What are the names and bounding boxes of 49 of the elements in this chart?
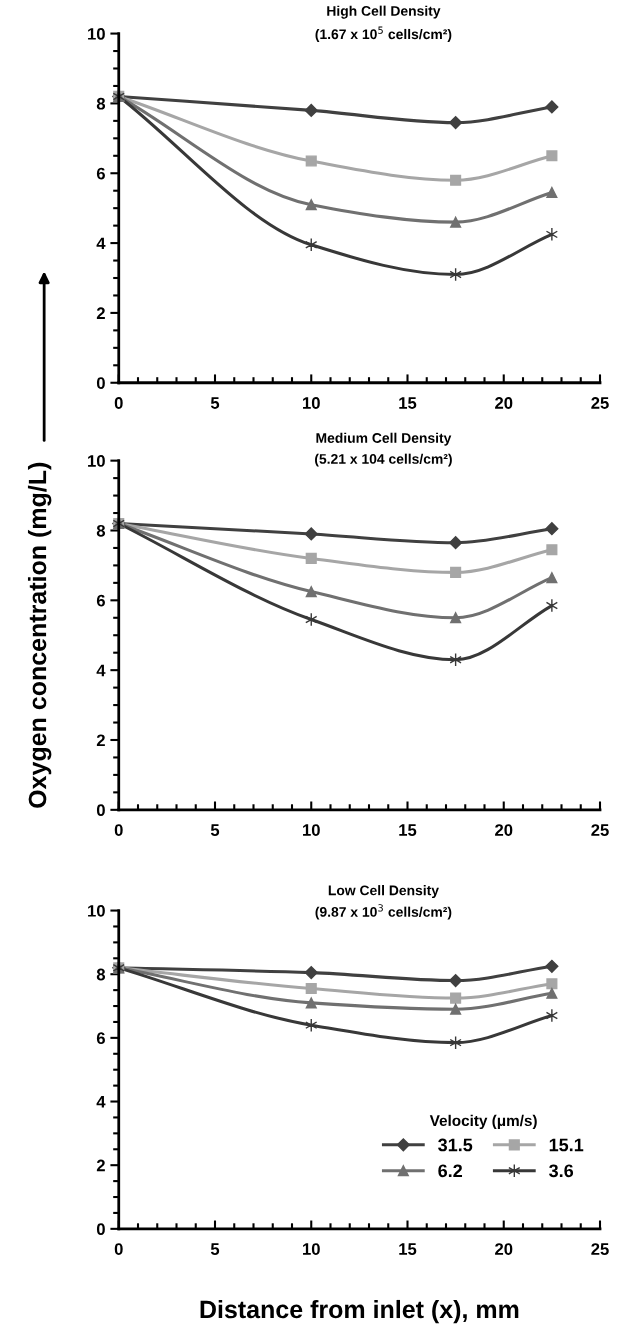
y-tick-label: 4 [96,664,106,677]
y-axis-title: Oxygen concentration (mg/L) [27,462,52,808]
y-tick-label: 6 [96,594,105,607]
y-tick-label: 4 [96,237,106,250]
chart-title: Low Cell Density [328,885,439,899]
y-tick-label: 6 [96,1032,105,1045]
y-tick-label: 4 [96,1096,106,1108]
x-tick-label: 10 [303,824,320,836]
x-tick-label: 10 [303,397,320,409]
x-tick-label: 15 [399,824,417,836]
chart-subtitle: (9.87 x 10$^{3}$ cells/cm²) [315,904,452,920]
y-tick-label: 6 [96,167,105,180]
y-tick-label: 10 [88,455,105,467]
x-tick-label: 5 [210,824,220,836]
chart-subtitle: (5.21 x 104 cells/cm²) [315,453,452,467]
x-tick-label: 0 [114,397,123,409]
x-tick-label: 25 [591,824,609,836]
y-tick-label: 0 [96,1223,105,1236]
y-tick-label: 10 [88,27,105,40]
y-tick-label: 0 [96,804,105,817]
y-tick-label: 10 [88,904,105,917]
x-tick-label: 5 [210,1243,220,1255]
x-tick-label: 20 [495,1243,513,1255]
x-tick-label: 20 [495,824,513,836]
x-tick-label: 20 [495,397,513,409]
y-tick-label: 8 [96,968,106,981]
chart-subtitle: (1.67 x 10$^{5}$ cells/cm²) [315,26,452,42]
legend-label: 6.2 [438,1164,463,1178]
x-tick-label: 15 [399,397,417,409]
x-tick-label: 25 [591,397,609,409]
y-tick-label: 2 [96,1159,105,1172]
y-tick-label: 2 [96,734,105,747]
x-axis-title: Distance from inlet (x), mm [200,1299,519,1324]
legend-label: 15.1 [549,1138,584,1152]
y-tick-label: 8 [96,97,106,110]
x-tick-label: 0 [114,824,123,836]
x-tick-label: 0 [114,1243,123,1255]
x-tick-label: 15 [399,1243,417,1255]
legend-label: 3.6 [549,1164,574,1178]
legend-title: Velocity (μm/s) [429,1114,537,1130]
legend-label: 31.5 [438,1138,473,1152]
x-tick-label: 25 [591,1243,609,1255]
y-tick-label: 2 [96,307,105,319]
y-tick-label: 0 [96,377,105,389]
chart-title: High Cell Density [327,5,441,19]
chart-title: Medium Cell Density [316,432,452,446]
y-tick-label: 8 [96,524,106,537]
x-tick-label: 10 [303,1243,320,1255]
x-tick-label: 5 [210,397,220,409]
